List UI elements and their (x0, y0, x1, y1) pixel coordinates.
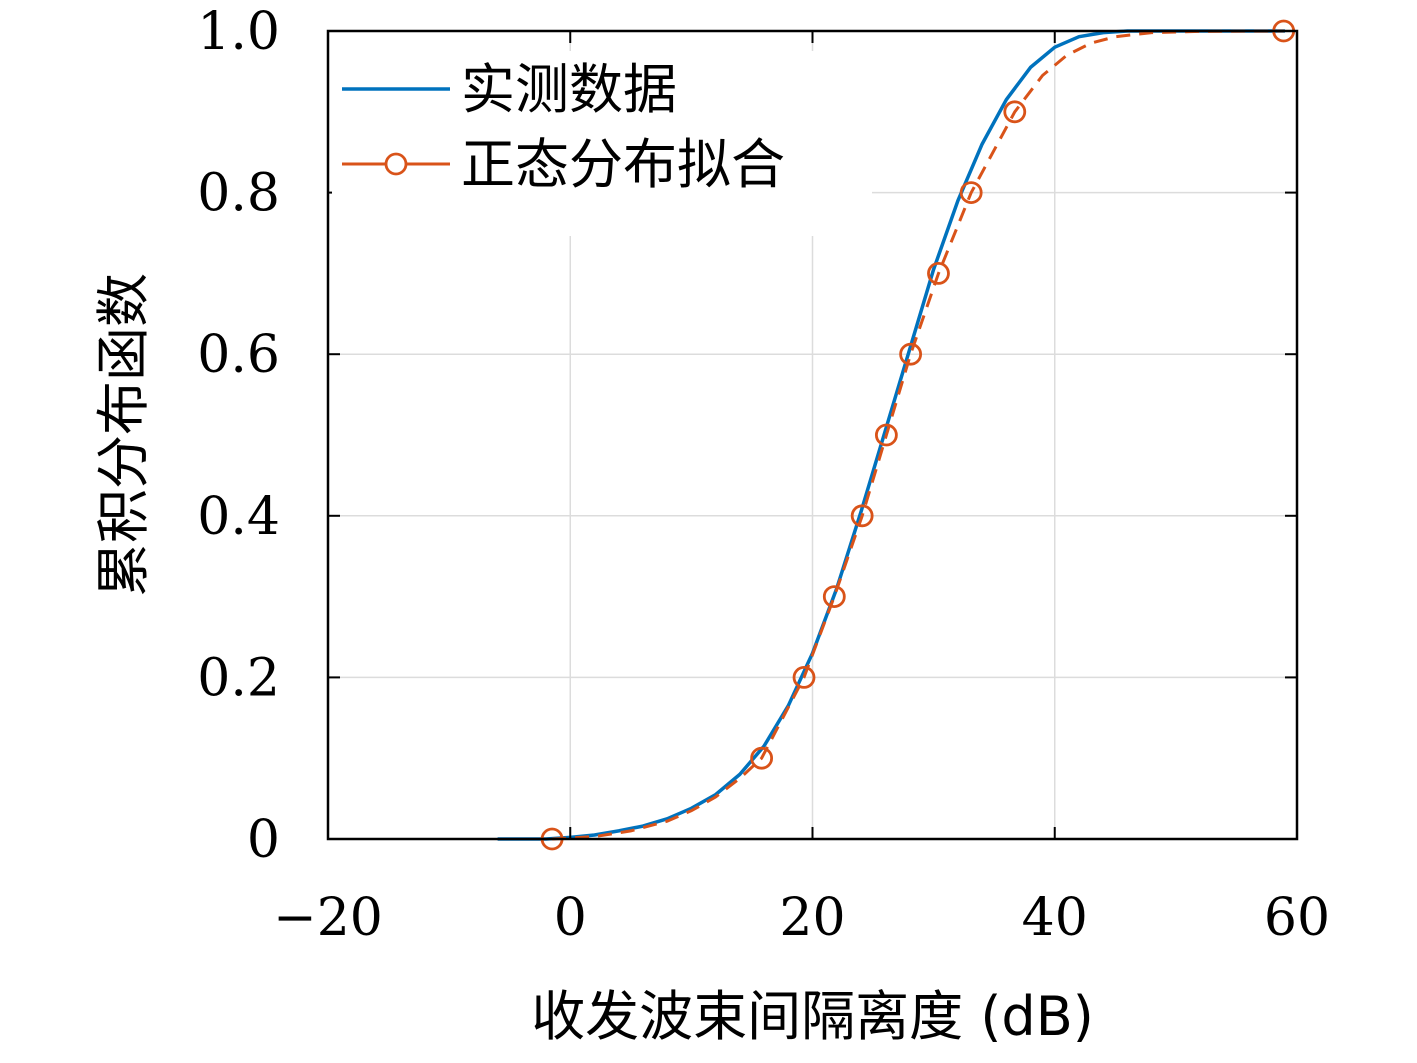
plot-series (497, 19, 1296, 851)
x-tick-label: −20 (273, 888, 383, 948)
legend-label-normal-fit: 正态分布拟合 (461, 133, 785, 196)
fit-point-marker (750, 746, 774, 770)
y-axis-title: 累积分布函数 (92, 273, 155, 597)
fit-point-marker (792, 666, 816, 689)
fit-point-marker (899, 342, 923, 366)
x-tick-label: 20 (779, 888, 845, 948)
y-tick-label: 0.4 (197, 487, 280, 547)
fit-point-marker (850, 504, 874, 528)
x-axis-title: 收发波束间隔离度 (dB) (531, 985, 1094, 1048)
legend-box (332, 51, 872, 236)
legend-marker-normal-fit (384, 152, 408, 176)
y-tick-label: 0 (247, 810, 280, 870)
series-line-normal-fit (552, 29, 1284, 841)
x-tick-label: 60 (1264, 888, 1330, 948)
y-tick-label: 0.8 (197, 164, 280, 224)
x-tick-label: 0 (554, 888, 587, 948)
y-tick-label: 0.2 (197, 648, 280, 708)
axis-ticks: −20 0 20 40 60 0 0.2 0.4 0.6 0.8 1.0 (197, 2, 1330, 948)
legend-label-measured: 实测数据 (461, 58, 677, 121)
fit-point-marker (822, 585, 846, 608)
y-tick-label: 0.6 (197, 325, 280, 385)
fit-point-marker (874, 423, 898, 447)
fit-point-marker (1003, 100, 1027, 124)
y-tick-label: 1.0 (197, 2, 280, 62)
series-line-measured (497, 29, 1285, 841)
x-tick-label: 40 (1022, 888, 1088, 948)
fit-point-marker (959, 181, 983, 205)
fit-point-marker (927, 261, 950, 285)
